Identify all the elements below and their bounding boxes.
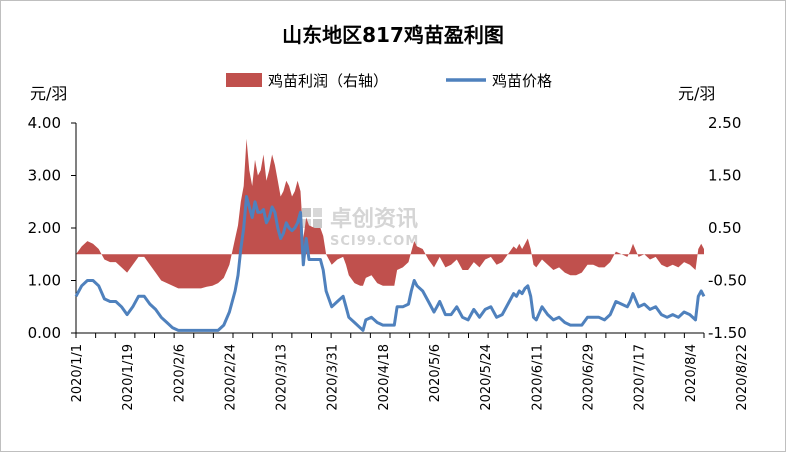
x-tick-label: 2020/6/29	[581, 344, 596, 411]
legend-swatch-profit	[226, 73, 262, 87]
left-tick-label: 4.00	[28, 114, 61, 132]
right-tick-label: -1.50	[708, 324, 747, 342]
x-tick-label: 2020/5/6	[428, 344, 443, 402]
right-axis-unit: 元/羽	[678, 84, 715, 103]
x-tick-label: 2020/3/31	[326, 344, 341, 411]
left-tick-label: 0.00	[28, 324, 61, 342]
right-tick-label: 1.50	[708, 167, 741, 185]
plot-area: 0.00 1.00 2.00 3.00 4.00 -1.50 -0.50 0.50 1.50 2.…	[28, 114, 750, 411]
x-tick-label: 2020/8/4	[684, 344, 699, 402]
x-tick-label: 2020/7/17	[633, 344, 648, 411]
watermark-brand: 卓创资讯	[330, 207, 418, 232]
watermark-logo-block-4	[313, 219, 322, 228]
right-tick-label: 0.50	[708, 219, 741, 237]
right-tick-label: -0.50	[708, 272, 747, 290]
left-tick-label: 3.00	[28, 167, 61, 185]
x-tick-label: 2020/4/18	[377, 344, 392, 411]
watermark-logo-block-2	[313, 208, 322, 217]
x-tick-label: 2020/8/22	[735, 344, 750, 411]
x-tick-label: 2020/6/11	[530, 344, 545, 411]
price-line-series	[74, 195, 706, 332]
profit-area-series	[76, 138, 704, 289]
x-tick-label: 2020/1/1	[70, 344, 85, 402]
x-tick-label: 2020/3/13	[275, 344, 290, 411]
x-tick-label: 2020/1/19	[121, 344, 136, 411]
left-tick-label: 2.00	[28, 219, 61, 237]
legend-label-price: 鸡苗价格	[492, 72, 552, 90]
right-tick-label: 2.50	[708, 114, 741, 132]
left-tick-label: 1.00	[28, 272, 61, 290]
left-axis-unit: 元/羽	[30, 84, 67, 103]
x-tick-label: 2020/5/24	[479, 344, 494, 411]
chart-title: 山东地区817鸡苗盈利图	[282, 23, 504, 47]
legend-label-profit: 鸡苗利润（右轴）	[268, 72, 388, 90]
x-tick-label: 2020/2/6	[172, 344, 187, 402]
watermark-logo-block-1	[302, 208, 311, 217]
watermark-site: SCI99.COM	[330, 234, 419, 249]
legend: 鸡苗利润（右轴） 鸡苗价格	[226, 72, 552, 90]
x-tick-label: 2020/2/24	[223, 344, 238, 411]
